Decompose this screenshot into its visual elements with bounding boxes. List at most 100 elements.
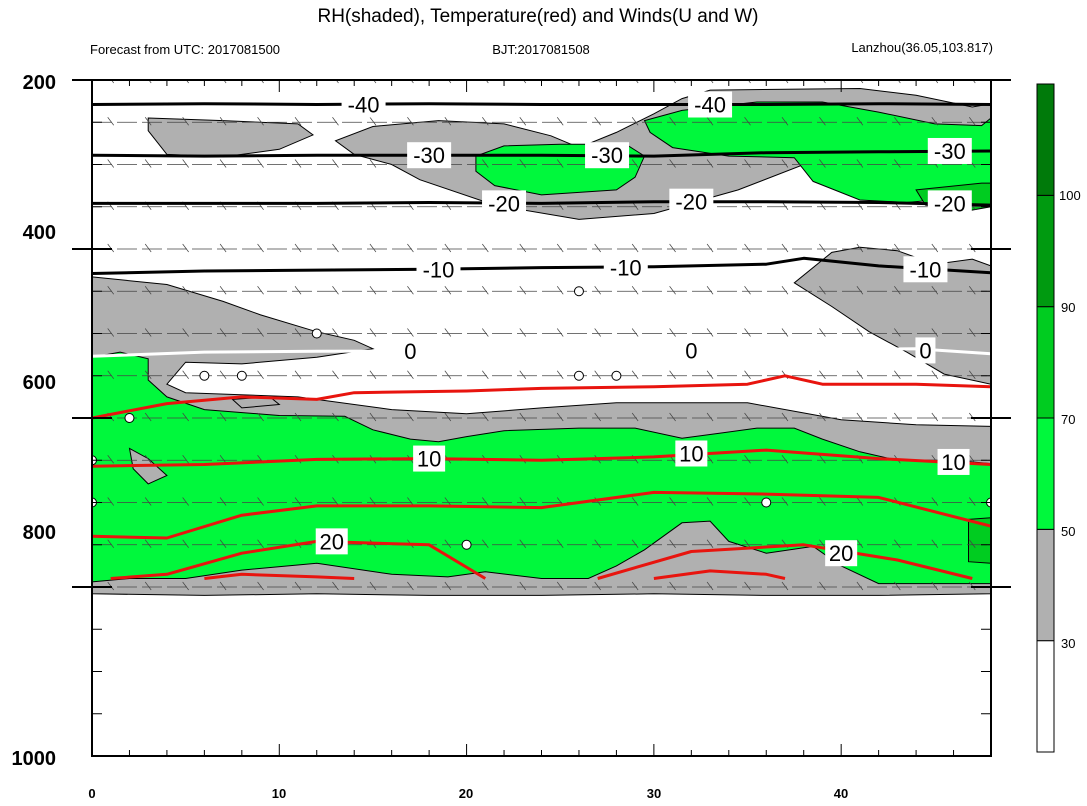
wind-barb: [294, 581, 302, 591]
colorbar-label: 90: [1061, 300, 1075, 315]
wind-barb: [556, 117, 564, 126]
x-axis-ticks: [91, 80, 992, 756]
wind-barb: [931, 243, 939, 253]
x-tick-label: 0: [88, 786, 95, 801]
wind-barb: [856, 243, 864, 253]
wind-barb: [931, 370, 939, 379]
contour-label-box: [407, 142, 452, 169]
y-tick-label: 200: [23, 72, 56, 94]
wind-barb: [369, 581, 377, 591]
wind-barb: [294, 243, 302, 253]
x-axis-labels: 0 10 20 30 40: [88, 786, 848, 801]
wind-barb: [257, 328, 264, 337]
wind-barb: [257, 286, 264, 295]
wind-barb: [182, 497, 189, 506]
wind-barb: [894, 243, 901, 253]
wind-barb: [444, 539, 452, 548]
contour-label: -10: [423, 257, 455, 282]
y-axis-labels: 200 400 600 800 1000: [12, 72, 57, 770]
wind-barb: [519, 243, 527, 253]
wind-barb: [373, 80, 377, 84]
wind-barb: [332, 412, 339, 422]
colorbar-swatch: [1036, 306, 1055, 419]
wind-barb: [822, 80, 826, 84]
wind-barb: [556, 370, 564, 379]
wind-barb: [744, 159, 751, 168]
wind-barb: [931, 117, 939, 126]
wind-barb: [332, 117, 339, 126]
wind-barb: [182, 243, 189, 253]
wind-barb: [669, 497, 676, 506]
wind-barb: [257, 243, 264, 253]
wind-barb: [148, 80, 152, 84]
wind-barb: [631, 412, 639, 422]
wind-barb: [631, 370, 639, 379]
wind-barb: [706, 497, 714, 506]
temperature-contour: [653, 569, 786, 580]
wind-barb: [781, 497, 789, 506]
wind-barb: [894, 117, 901, 126]
wind-barb: [781, 117, 789, 126]
wind-barb: [706, 328, 714, 337]
wind-barb: [894, 581, 901, 591]
contour-label: -20: [934, 191, 966, 216]
wind-barb: [482, 539, 489, 548]
wind-barb: [144, 455, 152, 464]
y-tick-label: 600: [23, 372, 56, 394]
wind-barb: [556, 412, 564, 422]
wind-barb: [257, 412, 264, 422]
wind-barb: [669, 581, 676, 591]
wind-barb: [223, 80, 227, 84]
contour-label-box: [585, 142, 630, 169]
wind-barb: [560, 80, 564, 84]
wind-barb: [894, 370, 901, 379]
wind-barb: [519, 412, 527, 422]
wind-barb: [444, 286, 452, 295]
wind-barb: [968, 286, 976, 295]
calm-wind-circle: [124, 413, 135, 423]
wind-barb: [219, 455, 227, 464]
calm-wind-circle: [461, 539, 472, 550]
wind-barb: [407, 370, 414, 379]
wind-barb: [107, 117, 115, 126]
wind-barb: [219, 328, 227, 337]
wind-barb: [107, 455, 115, 464]
wind-barb: [294, 412, 302, 422]
wind-barb: [968, 117, 976, 126]
wind-barb: [669, 117, 676, 126]
wind-barb: [819, 117, 826, 126]
wind-barb: [894, 286, 901, 295]
wind-barb: [894, 159, 901, 168]
wind-barb: [631, 328, 639, 337]
x-tick-label: 40: [834, 786, 848, 801]
wind-barb: [669, 539, 676, 548]
colorbar-label: 50: [1061, 524, 1075, 539]
wind-barb: [931, 412, 939, 422]
wind-barb: [111, 80, 115, 84]
calm-wind-circle: [236, 370, 247, 381]
contour-label: -30: [413, 143, 445, 168]
wind-barb: [407, 497, 414, 506]
wind-barb: [294, 328, 302, 337]
contour-label: 0: [685, 338, 697, 363]
colorbar-swatch: [1036, 640, 1055, 753]
wind-barb: [482, 497, 489, 506]
wind-barb: [706, 286, 714, 295]
colorbar-swatch: [1036, 194, 1055, 308]
wind-barb: [931, 497, 939, 506]
wind-barb: [856, 497, 864, 506]
contour-label: -10: [610, 256, 642, 281]
colorbar-label: 100: [1059, 188, 1081, 203]
contour-label: -30: [591, 143, 623, 168]
wind-barb: [407, 243, 414, 253]
contour-label-box: [825, 540, 858, 567]
wind-barb: [669, 159, 676, 168]
wind-barb: [185, 80, 189, 84]
wind-barb: [519, 497, 527, 506]
wind-barb: [594, 581, 601, 591]
wind-barb: [598, 80, 601, 84]
wind-barb: [744, 581, 751, 591]
wind-barb: [444, 328, 452, 337]
contour-label: -40: [694, 93, 726, 118]
wind-barb: [335, 80, 339, 84]
